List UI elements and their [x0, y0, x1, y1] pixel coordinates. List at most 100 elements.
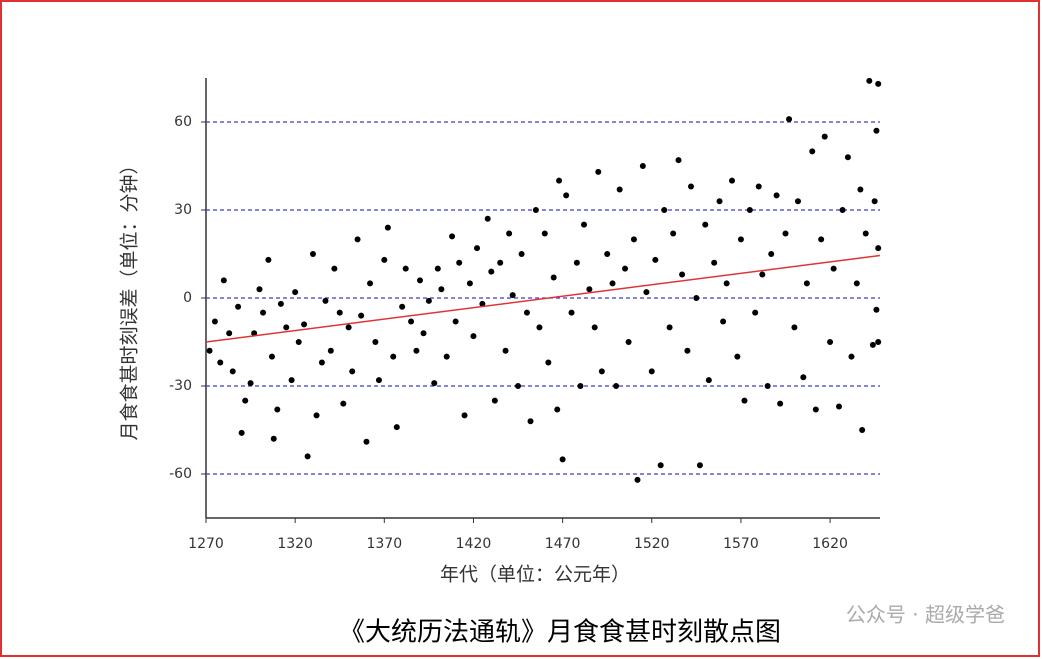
point [839, 207, 846, 213]
point [363, 438, 370, 445]
point [515, 383, 522, 389]
point [372, 339, 379, 345]
point [211, 318, 218, 325]
point [869, 341, 876, 348]
x-tick-label: 1470 [545, 536, 581, 552]
point [550, 274, 557, 281]
point [470, 333, 477, 340]
point [474, 245, 481, 252]
point [345, 324, 352, 331]
point [456, 259, 463, 266]
point [217, 359, 224, 366]
point [737, 236, 744, 243]
point [563, 192, 570, 199]
point [354, 236, 361, 243]
point [506, 230, 513, 237]
point [661, 207, 668, 213]
point [639, 163, 646, 169]
point [625, 339, 632, 345]
y-tick-label: -60 [169, 466, 192, 482]
point [873, 127, 880, 134]
point [461, 412, 468, 419]
point [862, 230, 869, 237]
point [479, 300, 486, 307]
point [242, 397, 249, 404]
point [318, 359, 325, 366]
y-tick-label: 0 [183, 290, 192, 306]
point [384, 224, 391, 231]
point [491, 397, 498, 404]
point [235, 303, 242, 310]
point [609, 280, 616, 287]
point [755, 183, 762, 190]
point [696, 462, 703, 469]
point [518, 251, 525, 257]
point [295, 339, 302, 345]
point [702, 221, 709, 228]
x-tick-label: 1570 [723, 536, 759, 552]
point [554, 406, 561, 413]
point [268, 353, 275, 360]
point [786, 116, 793, 123]
point [220, 277, 227, 284]
point [577, 383, 584, 389]
point [687, 183, 694, 190]
point [226, 330, 233, 337]
point [791, 324, 798, 331]
point [634, 476, 641, 483]
point [818, 236, 825, 243]
point [752, 309, 759, 316]
point [794, 198, 801, 205]
point [340, 400, 347, 407]
x-tick-label: 1370 [366, 536, 402, 552]
point [803, 280, 810, 287]
chart-title: 《大统历法通轨》月食食甚时刻散点图 [339, 618, 781, 648]
point [613, 383, 620, 389]
point [309, 251, 316, 257]
point [652, 256, 659, 263]
point [705, 377, 712, 384]
point [827, 339, 834, 345]
point [393, 424, 400, 431]
point [349, 368, 356, 375]
point [741, 397, 748, 404]
point [782, 230, 789, 237]
point [536, 324, 543, 331]
point [853, 280, 860, 287]
point [723, 280, 730, 287]
point [875, 245, 882, 252]
y-tick-label: -30 [169, 378, 192, 394]
point [229, 368, 236, 375]
point [875, 339, 882, 345]
x-tick-label: 1420 [456, 536, 492, 552]
point [420, 330, 427, 337]
point [270, 435, 277, 442]
point [408, 318, 415, 325]
point [835, 403, 842, 410]
point [675, 157, 682, 164]
point [666, 324, 673, 331]
watermark: 公众号 · 超级学爸 [846, 603, 1005, 627]
point [830, 265, 837, 272]
point [541, 230, 548, 237]
point [857, 186, 864, 193]
point [777, 400, 784, 407]
point [670, 230, 677, 237]
point [556, 177, 563, 184]
point [716, 198, 723, 205]
point [313, 412, 320, 419]
point [304, 453, 311, 460]
point [438, 286, 445, 293]
point [247, 380, 254, 387]
point [434, 265, 441, 272]
point [283, 324, 290, 331]
point [265, 256, 272, 263]
x-axis-label: 年代（单位：公元年） [440, 564, 630, 586]
x-tick-label: 1270 [188, 536, 224, 552]
point [367, 280, 374, 287]
point [322, 297, 329, 304]
point [604, 251, 611, 257]
point [848, 353, 855, 360]
point [586, 286, 593, 293]
